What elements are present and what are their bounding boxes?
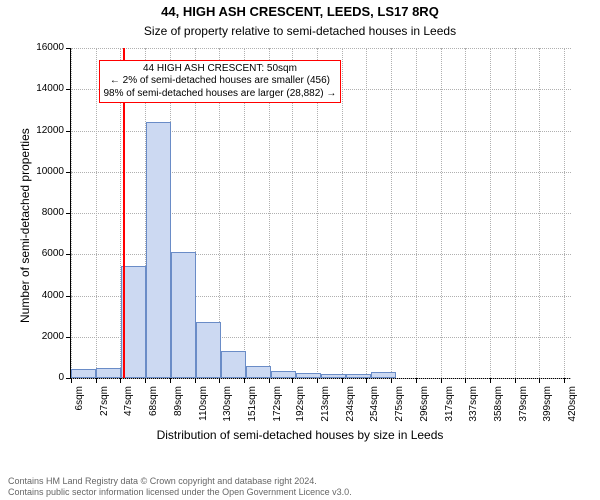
xtick-mark	[269, 378, 270, 383]
xtick-label: 172sqm	[272, 386, 283, 426]
histogram-bar	[246, 366, 271, 378]
xtick-mark	[170, 378, 171, 383]
gridline-vertical	[564, 48, 565, 378]
gridline-vertical	[366, 48, 367, 378]
xtick-label: 358sqm	[493, 386, 504, 426]
xtick-mark	[292, 378, 293, 383]
xtick-label: 130sqm	[222, 386, 233, 426]
annotation-line: 44 HIGH ASH CRESCENT: 50sqm	[104, 63, 337, 76]
ytick-label: 6000	[26, 248, 64, 259]
histogram-bar	[196, 322, 221, 378]
figure-footer: Contains HM Land Registry data © Crown c…	[0, 476, 600, 498]
xtick-mark	[416, 378, 417, 383]
annotation-line: ← 2% of semi-detached houses are smaller…	[104, 75, 337, 88]
ytick-label: 14000	[26, 83, 64, 94]
ytick-label: 12000	[26, 125, 64, 136]
gridline-vertical	[515, 48, 516, 378]
xtick-label: 399sqm	[542, 386, 553, 426]
gridline-vertical	[416, 48, 417, 378]
xtick-mark	[391, 378, 392, 383]
xtick-mark	[71, 378, 72, 383]
histogram-bar	[171, 252, 196, 378]
ytick-label: 10000	[26, 166, 64, 177]
xtick-label: 151sqm	[247, 386, 258, 426]
ytick-label: 8000	[26, 207, 64, 218]
xtick-label: 89sqm	[173, 386, 184, 426]
histogram-bar	[296, 373, 321, 378]
xtick-label: 420sqm	[567, 386, 578, 426]
gridline-vertical	[71, 48, 72, 378]
annotation-line: 98% of semi-detached houses are larger (…	[104, 88, 337, 101]
ytick-label: 0	[26, 372, 64, 383]
xtick-mark	[539, 378, 540, 383]
gridline-horizontal	[71, 378, 571, 379]
histogram-bar	[346, 374, 371, 378]
xtick-mark	[219, 378, 220, 383]
histogram-bar	[71, 369, 96, 378]
histogram-bar	[96, 368, 121, 378]
xtick-label: 192sqm	[295, 386, 306, 426]
xtick-label: 27sqm	[99, 386, 110, 426]
plot-area: 44 HIGH ASH CRESCENT: 50sqm ← 2% of semi…	[70, 48, 571, 379]
xtick-label: 275sqm	[394, 386, 405, 426]
annotation-box: 44 HIGH ASH CRESCENT: 50sqm ← 2% of semi…	[99, 60, 342, 104]
footer-line: Contains public sector information licen…	[8, 487, 600, 498]
histogram-bar	[371, 372, 396, 378]
gridline-horizontal	[71, 48, 571, 49]
gridline-vertical	[490, 48, 491, 378]
xtick-mark	[366, 378, 367, 383]
xtick-label: 234sqm	[345, 386, 356, 426]
xtick-mark	[465, 378, 466, 383]
gridline-vertical	[465, 48, 466, 378]
xtick-mark	[96, 378, 97, 383]
xtick-mark	[441, 378, 442, 383]
xtick-label: 317sqm	[444, 386, 455, 426]
xtick-label: 337sqm	[468, 386, 479, 426]
gridline-vertical	[539, 48, 540, 378]
gridline-vertical	[391, 48, 392, 378]
xtick-mark	[342, 378, 343, 383]
figure-subtitle: Size of property relative to semi-detach…	[0, 24, 600, 38]
xtick-label: 68sqm	[148, 386, 159, 426]
xtick-mark	[564, 378, 565, 383]
histogram-bar	[146, 122, 171, 378]
histogram-bar	[271, 371, 296, 378]
histogram-bar	[321, 374, 346, 378]
gridline-vertical	[441, 48, 442, 378]
xtick-mark	[490, 378, 491, 383]
gridline-vertical	[96, 48, 97, 378]
xtick-mark	[244, 378, 245, 383]
xtick-label: 110sqm	[198, 386, 209, 426]
xtick-label: 254sqm	[369, 386, 380, 426]
xtick-label: 213sqm	[320, 386, 331, 426]
footer-line: Contains HM Land Registry data © Crown c…	[8, 476, 600, 487]
xtick-mark	[145, 378, 146, 383]
x-axis-label: Distribution of semi-detached houses by …	[0, 428, 600, 442]
ytick-label: 2000	[26, 331, 64, 342]
xtick-mark	[515, 378, 516, 383]
ytick-label: 4000	[26, 290, 64, 301]
xtick-mark	[317, 378, 318, 383]
figure: 44, HIGH ASH CRESCENT, LEEDS, LS17 8RQ S…	[0, 0, 600, 500]
xtick-mark	[195, 378, 196, 383]
xtick-label: 47sqm	[123, 386, 134, 426]
ytick-label: 16000	[26, 42, 64, 53]
xtick-mark	[120, 378, 121, 383]
xtick-label: 379sqm	[518, 386, 529, 426]
histogram-bar	[221, 351, 246, 378]
gridline-vertical	[342, 48, 343, 378]
figure-title: 44, HIGH ASH CRESCENT, LEEDS, LS17 8RQ	[0, 4, 600, 19]
xtick-label: 296sqm	[419, 386, 430, 426]
xtick-label: 6sqm	[74, 386, 85, 426]
